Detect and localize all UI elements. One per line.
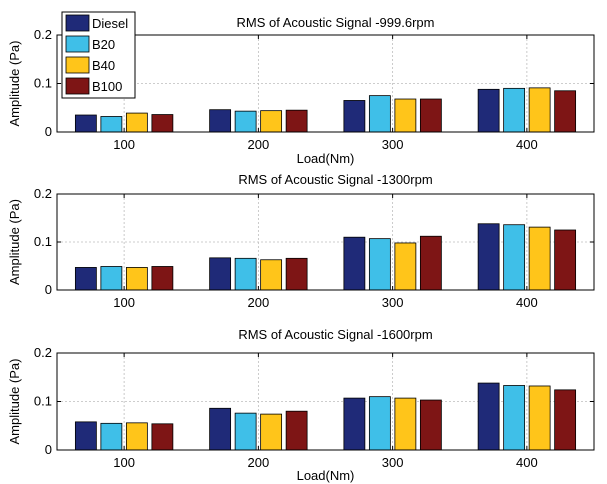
bar-b20-400	[503, 224, 526, 291]
bar-diesel-200	[209, 257, 232, 291]
bar-b100-300	[419, 235, 442, 291]
bar-b40-400	[528, 385, 551, 451]
bar-b40-100	[125, 267, 148, 291]
bar-b20-300	[368, 396, 391, 451]
x-tick-label: 100	[113, 137, 135, 152]
legend-swatch-b20	[65, 35, 90, 53]
chart-panel-2: 0 0.1 0.2 100 200 300 400 RMS of Acoustic Signa…	[7, 172, 595, 310]
bar-diesel-200	[209, 109, 232, 133]
bar-b40-100	[125, 112, 148, 133]
bar-b40-300	[394, 98, 417, 133]
bar-b20-100	[100, 116, 123, 133]
chart-title: RMS of Acoustic Signal -999.6rpm	[237, 15, 435, 30]
bar-diesel-300	[343, 236, 366, 291]
y-tick-label: 0	[45, 124, 52, 139]
legend-label: Diesel	[92, 16, 128, 31]
y-axis-label: Amplitude (Pa)	[7, 41, 22, 127]
legend: Diesel B20 B40 B100	[61, 11, 136, 99]
y-tick-label: 0	[45, 282, 52, 297]
bar-diesel-300	[343, 397, 366, 451]
y-tick-label: 0	[45, 442, 52, 457]
x-tick-label: 100	[113, 295, 135, 310]
bar-b20-200	[234, 412, 257, 451]
bar-b40-200	[260, 413, 283, 451]
legend-swatch-b100	[65, 77, 90, 95]
bar-b40-300	[394, 397, 417, 451]
x-axis-label: Load(Nm)	[297, 151, 355, 166]
bar-b20-100	[100, 422, 123, 451]
y-tick-label: 0.2	[34, 345, 52, 360]
y-axis-label: Amplitude (Pa)	[7, 359, 22, 445]
bar-b20-300	[368, 95, 391, 133]
bar-b100-400	[554, 389, 577, 451]
bar-diesel-300	[343, 100, 366, 133]
bar-b20-300	[368, 238, 391, 291]
x-tick-label: 400	[516, 295, 538, 310]
y-tick-label: 0.1	[34, 234, 52, 249]
y-tick-label: 0.1	[34, 394, 52, 409]
chart-panel-3: 0 0.1 0.2 100 200 300 400 RMS of Acoustic Signa…	[7, 327, 595, 483]
bar-b100-400	[554, 229, 577, 291]
bar-b20-400	[503, 87, 526, 133]
x-axis-label: Load(Nm)	[297, 468, 355, 483]
bar-b100-100	[151, 266, 174, 291]
x-tick-label: 200	[248, 295, 270, 310]
bar-diesel-400	[477, 223, 500, 291]
bar-b40-300	[394, 242, 417, 291]
x-tick-label: 200	[248, 455, 270, 470]
legend-swatch-b40	[65, 56, 90, 74]
bar-b100-100	[151, 423, 174, 451]
bar-diesel-200	[209, 407, 232, 451]
bar-b40-200	[260, 110, 283, 133]
bar-b40-400	[528, 87, 551, 133]
bar-b100-200	[285, 410, 308, 451]
bar-b20-400	[503, 385, 526, 451]
bar-diesel-100	[74, 267, 97, 291]
bar-b40-400	[528, 226, 551, 291]
x-tick-label: 300	[382, 137, 404, 152]
chart-title: RMS of Acoustic Signal -1300rpm	[238, 172, 432, 187]
y-tick-label: 0.2	[34, 186, 52, 201]
bar-b100-400	[554, 90, 577, 133]
bar-b20-100	[100, 266, 123, 291]
chart-title: RMS of Acoustic Signal -1600rpm	[238, 327, 432, 342]
y-axis-label: Amplitude (Pa)	[7, 199, 22, 285]
bar-b20-200	[234, 257, 257, 291]
legend-label: B20	[92, 37, 115, 52]
bar-b40-100	[125, 422, 148, 451]
chart-panel-1: 0 0.1 0.2 100 200 300 400 RMS of Acoustic Signa…	[7, 11, 595, 166]
bar-b100-300	[419, 98, 442, 133]
x-tick-label: 300	[382, 295, 404, 310]
bar-b100-100	[151, 114, 174, 133]
x-tick-label: 300	[382, 455, 404, 470]
bar-b40-200	[260, 259, 283, 291]
legend-swatch-diesel	[65, 14, 90, 32]
bar-b100-200	[285, 257, 308, 291]
y-tick-label: 0.1	[34, 76, 52, 91]
y-tick-label: 0.2	[34, 27, 52, 42]
x-tick-label: 100	[113, 455, 135, 470]
bar-diesel-400	[477, 88, 500, 133]
bar-b20-200	[234, 110, 257, 133]
x-tick-label: 200	[248, 137, 270, 152]
x-tick-label: 400	[516, 455, 538, 470]
x-tick-label: 400	[516, 137, 538, 152]
bar-b100-200	[285, 109, 308, 133]
legend-label: B40	[92, 58, 115, 73]
bar-diesel-100	[74, 114, 97, 133]
bar-diesel-400	[477, 382, 500, 451]
legend-label: B100	[92, 79, 122, 94]
bar-b100-300	[419, 399, 442, 451]
bar-diesel-100	[74, 421, 97, 451]
